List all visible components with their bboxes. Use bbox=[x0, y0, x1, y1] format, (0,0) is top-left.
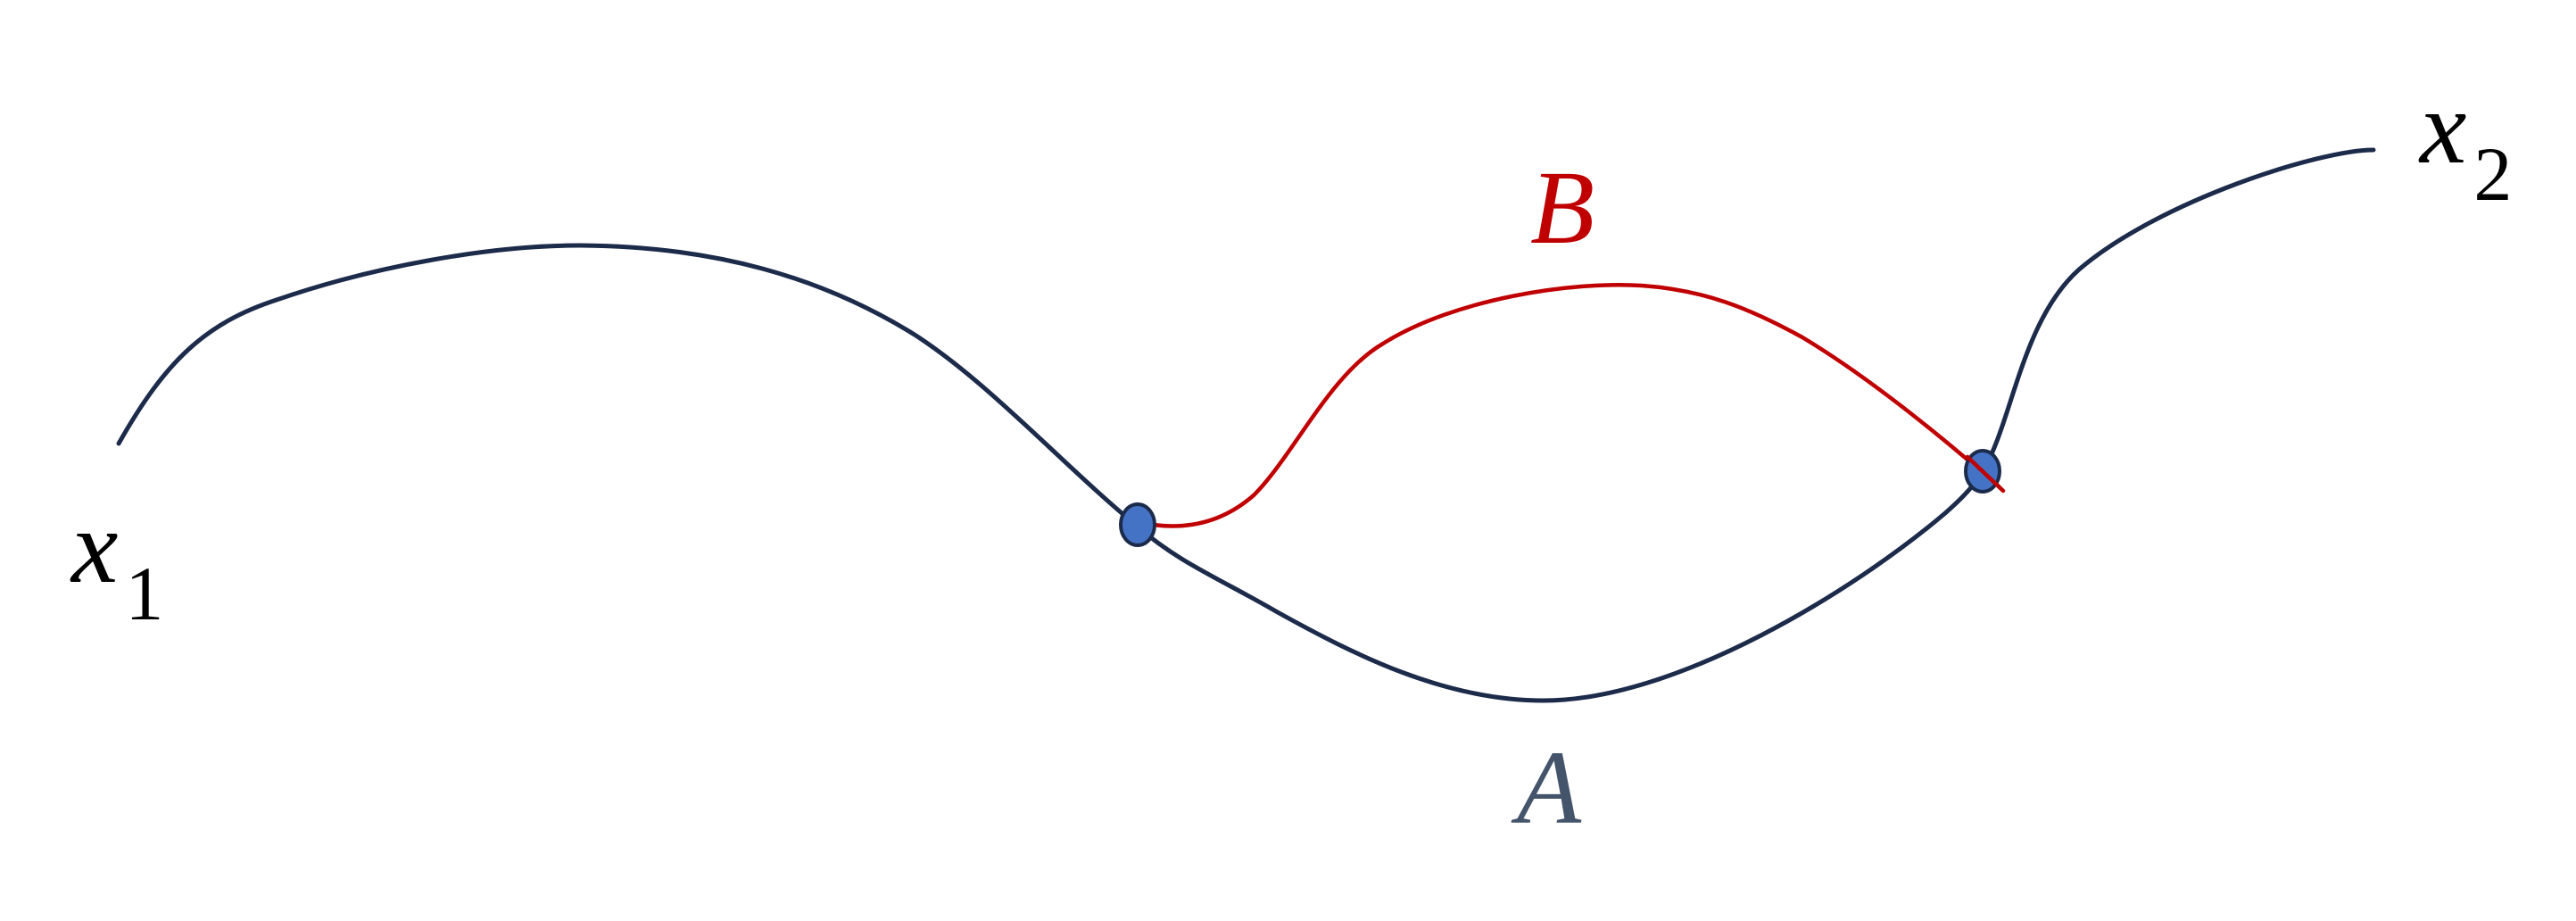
label-x1: x1 bbox=[70, 488, 163, 636]
label-x2-sub: 2 bbox=[2473, 131, 2512, 217]
label-path-b: B bbox=[1530, 149, 1594, 266]
junction-node-left bbox=[1119, 502, 1156, 547]
path-b bbox=[1135, 283, 2001, 528]
label-x1-main: x bbox=[70, 488, 118, 605]
path-segment-end bbox=[1980, 147, 2376, 474]
path-b-overlay bbox=[1965, 454, 2006, 494]
path-segment-start bbox=[116, 243, 1140, 529]
path-a bbox=[1135, 469, 1985, 703]
label-x2-main: x bbox=[2418, 69, 2466, 186]
label-x1-sub: 1 bbox=[125, 551, 163, 636]
label-x2: x2 bbox=[2418, 69, 2512, 217]
label-path-a: A bbox=[1511, 729, 1582, 846]
